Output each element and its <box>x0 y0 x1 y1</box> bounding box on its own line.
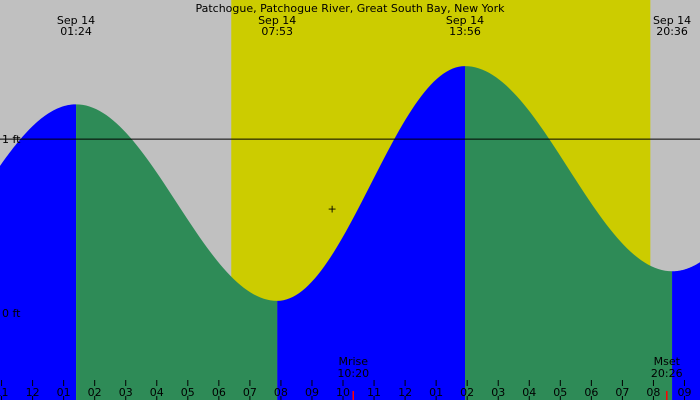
hour-tick-label: 05 <box>553 386 567 399</box>
hour-tick-label: 04 <box>150 386 164 399</box>
hour-tick-label: 01 <box>429 386 443 399</box>
moon-event-label: Mrise <box>338 355 368 368</box>
hour-tick-label: 03 <box>491 386 505 399</box>
tide-event-time: 01:24 <box>60 25 92 38</box>
tide-event-date: Sep 14 <box>446 14 484 27</box>
tide-event-time: 13:56 <box>449 25 481 38</box>
tide-event-date: Sep 14 <box>57 14 95 27</box>
hour-tick-label: 06 <box>212 386 226 399</box>
moon-event-label: Mset <box>654 355 681 368</box>
hour-tick-label: 02 <box>88 386 102 399</box>
falling-tide-area <box>76 104 278 400</box>
hour-tick-label: 10 <box>336 386 350 399</box>
hour-tick-label: 04 <box>522 386 536 399</box>
hour-tick-label: 09 <box>677 386 691 399</box>
moon-event-time: 10:20 <box>337 367 369 380</box>
tide-event-time: 07:53 <box>261 25 293 38</box>
hour-tick-label: 11 <box>0 386 9 399</box>
chart-markers: + <box>328 203 337 216</box>
hour-tick-label: 02 <box>460 386 474 399</box>
hour-tick-label: 12 <box>26 386 40 399</box>
hour-tick-label: 12 <box>398 386 412 399</box>
hour-tick-label: 05 <box>181 386 195 399</box>
tide-event-date: Sep 14 <box>258 14 296 27</box>
hour-tick-label: 09 <box>305 386 319 399</box>
plus-marker: + <box>328 203 337 216</box>
rising-tide-area <box>277 66 466 400</box>
hour-tick-label: 03 <box>119 386 133 399</box>
hour-axis: 11 12 01 02 03 04 05 06 07 08 09 10 11 12 01 02 03 04 05 06… <box>0 380 691 400</box>
rising-tide-area <box>0 104 77 400</box>
hour-tick-label: 08 <box>646 386 660 399</box>
hour-tick-label: 08 <box>274 386 288 399</box>
hour-tick-label: 01 <box>57 386 71 399</box>
tide-event-time: 20:36 <box>656 25 688 38</box>
height-label: 1 ft <box>2 133 21 146</box>
moon-event-time: 20:26 <box>651 367 683 380</box>
tide-area-series <box>0 66 700 400</box>
height-label: 0 ft <box>2 307 21 320</box>
rising-tide-area <box>672 262 700 400</box>
height-axis-labels: 1 ft 0 ft <box>2 133 21 320</box>
falling-tide-area <box>465 66 673 400</box>
hour-tick-label: 11 <box>367 386 381 399</box>
hour-tick-label: 06 <box>584 386 598 399</box>
chart-title: Patchogue, Patchogue River, Great South … <box>195 2 505 15</box>
tide-event-date: Sep 14 <box>653 14 691 27</box>
hour-tick-label: 07 <box>615 386 629 399</box>
hour-tick-label: 07 <box>243 386 257 399</box>
